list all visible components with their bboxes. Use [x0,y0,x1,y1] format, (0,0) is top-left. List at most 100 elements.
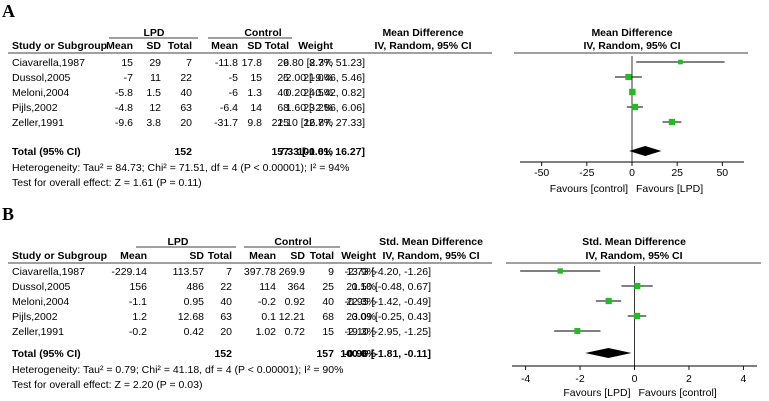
panel-a-row-5-total2: 15 [277,117,289,129]
panel-b-row-5-mean2: 1.02 [256,326,277,338]
panel-b-row-3-sd1: 0.95 [184,296,205,308]
panel-b-row-5-sd1: 0.42 [184,326,205,338]
panel-a-col-sd1: SD [146,40,161,52]
panel-b-row-5-study: Zeller,1991 [12,326,64,338]
panel-a-row-4-total2: 68 [277,102,289,114]
panel-b-total-n2: 157 [316,348,334,360]
panel-b-row-3-mean2: -0.2 [258,296,276,308]
panel-b-row-4-study: Pijls,2002 [12,311,58,323]
panel-b-row-5-total2: 15 [322,326,334,338]
panel-a-row-2-study: Dussol,2005 [12,72,71,84]
panel-a-row-3-sd1: 1.5 [146,87,161,99]
panel-a-col-sd2: SD [247,40,262,52]
panel-b-row-5-mean1: -0.2 [129,326,147,338]
panel-a-row-2-mean2: -5 [229,72,238,84]
panel-b-row-2-total1: 22 [220,281,232,293]
panel-a-row-4-total1: 63 [180,102,192,114]
panel-a-row-3-marker [629,88,636,96]
panel-b-label: B [2,204,14,224]
panel-b-row-5-sd2: 0.72 [285,326,306,338]
panel-b-group1-header: LPD [168,236,189,248]
panel-b-overall-effect: Test for overall effect: Z = 2.20 (P = 0… [12,379,202,391]
panel-b-row-4-weight: 23.0% [346,311,376,323]
panel-b-total-n1: 152 [214,348,232,360]
panel-a-row-5-weight: 22.7% [303,117,333,129]
panel-b-row-2-study: Dussol,2005 [12,281,71,293]
panel-a-row-4-study: Pijls,2002 [12,102,58,114]
panel-b-effect-header: Std. Mean Difference [379,236,483,248]
panel-b-row-3-total1: 40 [220,296,232,308]
panel-a-row-1-total2: 9 [283,57,289,69]
panel-a-total-weight: 100.0% [297,146,333,158]
panel-b-row-1-mean1: -229.14 [111,266,147,278]
panel-b-row-2-sd2: 364 [287,281,305,293]
panel-a-row-1-sd2: 17.8 [242,57,263,69]
panel-a-row-2-mean1: -7 [124,72,133,84]
panel-b-row-3-weight: 22.3% [346,296,376,308]
panel-b-row-5-weight: 19.3% [346,326,376,338]
panel-b-row-4-ci: 0.09 [-0.25, 0.43] [352,311,431,323]
panel-a-row-2-weight: 21.0% [303,72,333,84]
panel-a-total-diamond [629,146,662,156]
panel-a-row-1-mean2: -11.8 [215,57,238,69]
panel-b-row-2-total2: 25 [322,281,334,293]
panel-a-row-1-ci: 26.80 [2.37, 51.23] [277,57,365,69]
panel-b-plot-effect-header: Std. Mean Difference [582,236,686,248]
panel-b-tick-label-4: 2 [686,373,692,385]
panel-a-row-1-study: Ciavarella,1987 [12,57,85,69]
panel-a-row-5-study: Zeller,1991 [12,117,64,129]
panel-b-col-total2: Total [310,250,334,262]
panel-a-total-n1: 152 [174,146,192,158]
panel-b-col-study: Study or Subgroup [12,250,107,262]
panel-b-row-2-mean2: 114 [259,281,276,293]
panel-a-row-2-ci: -2.00 [-9.46, 5.46] [282,72,365,84]
panel-a-favours-right: Favours [LPD] [636,183,703,195]
panel-a-row-4-mean1: -4.8 [115,102,133,114]
panel-b-row-4-sd1: 12.68 [178,311,204,323]
panel-b-row-4-marker [633,312,641,320]
panel-a-row-5-ci: 22.10 [16.87, 27.33] [272,117,365,129]
panel-a-favours-left: Favours [control] [550,183,628,195]
panel-b-row-4-mean2: 0.1 [261,311,276,323]
panel-b-tick-label-5: 4 [740,373,746,385]
panel-b-total-ci: -0.96 [-1.81, -0.11] [344,348,431,360]
panel-b-row-1-ci: -2.73 [-4.20, -1.26] [345,266,431,278]
panel-b-row-2-ci: 0.10 [-0.48, 0.67] [352,281,431,293]
panel-a-group2-header: Control [244,27,281,39]
panel-b-row-3-ci: -0.95 [-1.42, -0.49] [345,296,431,308]
panel-a-effect-subheader: IV, Random, 95% CI [374,40,471,52]
panel-a-tick-label-1: -50 [534,167,549,179]
panel-b-row-5-ci: -2.10 [-2.95, -1.25] [345,326,431,338]
panel-b-row-1-marker [557,268,563,274]
panel-a-tick-label-3: 0 [629,167,635,179]
panel-a-col-mean1: Mean [106,40,133,52]
panel-a-row-5-mean1: -9.6 [115,117,133,129]
panel-a-col-weight: Weight [298,40,333,52]
panel-a-row-2-sd1: 11 [150,72,161,84]
panel-a-row-5-total1: 20 [180,117,192,129]
panel-a-row-3-sd2: 1.3 [247,87,262,99]
panel-a-row-5-sd1: 3.8 [146,117,161,129]
panel-a-tick-label-5: 50 [716,167,728,179]
panel-b-row-4-mean1: 1.2 [132,311,147,323]
panel-b-row-1-weight: 13.9% [346,266,376,278]
panel-a-row-3-total2: 40 [277,87,289,99]
panel-a-row-4-weight: 23.2% [303,102,333,114]
panel-a-tick-label-2: -25 [579,167,594,179]
panel-b-favours-right: Favours [control] [639,387,717,399]
panel-a-total-ci: 7.33 [-1.61, 16.27] [279,146,365,158]
panel-b-row-5-marker [574,328,581,334]
panel-b-row-3-mean1: -1.1 [129,296,147,308]
panel-b-row-1-sd2: 269.9 [279,266,305,278]
panel-a-row-2-marker [625,73,632,81]
panel-b-favours-left: Favours [LPD] [563,387,630,399]
panel-b-row-3-marker [605,297,612,305]
panel-a-plot-effect-subheader: IV, Random, 95% CI [583,40,680,52]
panel-b-heterogeneity: Heterogeneity: Tau² = 0.79; Chi² = 41.18… [12,364,343,376]
panel-a-row-5-sd2: 9.8 [247,117,262,129]
panel-b-tick-label-3: 0 [632,373,638,385]
panel-b-col-sd1: SD [189,250,204,262]
panel-a-row-1-weight: 8.7% [309,57,333,69]
panel-a-row-3-ci: 0.20 [-0.42, 0.82] [286,87,365,99]
panel-a-row-1-sd1: 29 [149,57,161,69]
